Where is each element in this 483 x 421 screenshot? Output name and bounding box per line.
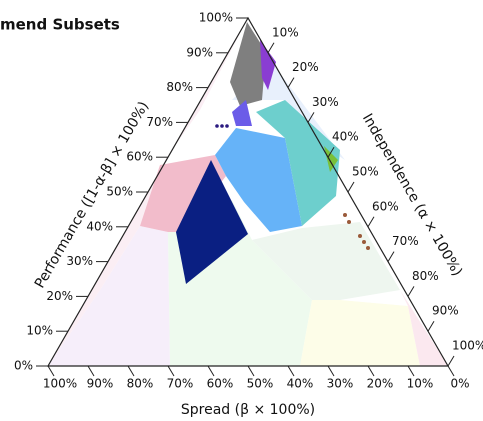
region [400,290,448,366]
tick-mark [327,365,335,377]
bottom-axis-label: Spread (β × 100%) [181,402,315,418]
tick-mark [267,42,275,54]
tick-mark [387,251,395,262]
tick-label: 90% [87,377,114,391]
tick-mark [167,365,175,377]
tick-label: 40% [332,130,359,144]
region [232,100,252,126]
tick-mark [407,365,415,377]
tick-label: 60% [372,199,399,213]
region [260,40,276,90]
chart-title: mend Subsets [0,16,120,34]
tick-label: 60% [126,150,153,164]
tick-label: 80% [412,269,439,283]
tick-label: 100% [199,11,233,25]
tick-label: 50% [247,377,274,391]
tick-label: 0% [450,377,469,391]
tick-mark [287,365,295,377]
tick-mark [87,365,95,377]
tick-mark [447,355,455,367]
tick-label: 90% [186,45,213,59]
tick-label: 10% [272,25,299,39]
region [215,128,302,232]
tick-mark [247,365,255,377]
tick-mark [207,365,215,377]
region [300,300,420,366]
tick-label: 90% [432,304,459,318]
region [324,146,338,172]
tick-label: 20% [367,377,394,391]
tick-mark [367,365,375,377]
tick-mark [347,181,355,193]
tick-label: 80% [127,377,154,391]
tick-mark [427,320,435,332]
tick-label: 100% [452,339,483,353]
tick-mark [327,146,335,158]
tick-mark [287,77,295,88]
tick-label: 60% [207,377,234,391]
tick-label: 80% [166,80,193,94]
points [343,213,370,250]
tick-label: 20% [46,289,73,303]
tick-mark [367,216,375,228]
tick-label: 40% [86,219,113,233]
tick-mark [307,112,315,123]
region [230,22,266,106]
tick-label: 70% [392,234,419,248]
tick-label: 40% [287,377,314,391]
tick-label: 20% [292,60,319,74]
tick-label: 10% [26,324,53,338]
tick-label: 100% [43,377,77,391]
tick-label: 0% [14,359,33,373]
tick-label: 50% [352,165,379,179]
tick-label: 70% [167,377,194,391]
region [176,160,248,284]
region [48,226,170,366]
tick-mark [407,286,415,297]
tick-mark [47,365,55,377]
points [215,124,229,128]
tick-label: 30% [327,377,354,391]
tick-label: 10% [407,377,434,391]
tick-label: 70% [146,115,173,129]
tick-label: 30% [66,254,93,268]
tick-mark [447,365,455,377]
region [256,100,340,226]
tick-label: 30% [312,95,339,109]
tick-label: 50% [106,185,133,199]
tick-mark [127,365,135,377]
